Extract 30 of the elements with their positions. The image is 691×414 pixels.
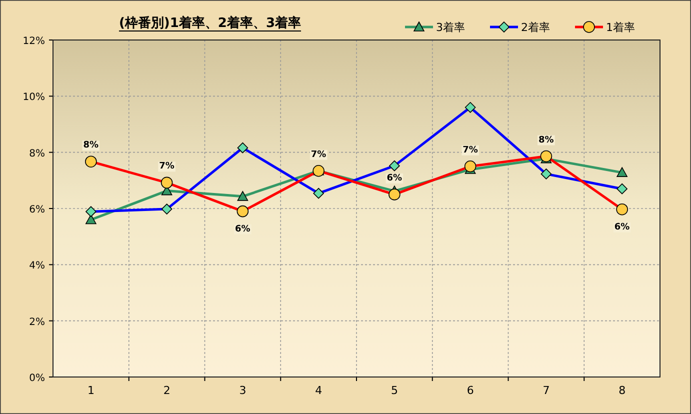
data-label: 6% (235, 224, 250, 234)
chart-title: (枠番別)1着率、2着率、3着率 (118, 15, 302, 31)
y-tick-label: 8% (29, 148, 45, 160)
data-label: 8% (83, 140, 99, 151)
x-tick-label: 1 (87, 384, 94, 397)
y-tick-label: 0% (29, 373, 45, 384)
data-label: 7% (159, 162, 174, 172)
x-tick-label: 5 (390, 384, 398, 397)
data-label: 7% (462, 145, 478, 156)
x-tick-label: 7 (542, 384, 550, 397)
y-tick-label: 10% (22, 92, 45, 104)
point (237, 191, 248, 201)
x-tick-label: 8 (618, 384, 626, 397)
x-tick-label: 6 (466, 384, 474, 397)
y-tick-label: 4% (29, 260, 45, 272)
x-tick-label: 4 (315, 384, 322, 397)
legend-label: 2着率 (521, 21, 550, 34)
data-label: 6% (386, 173, 402, 184)
y-tick-label: 6% (29, 204, 45, 216)
data-label: 6% (614, 222, 630, 232)
data-label: 8% (538, 135, 554, 146)
legend-label: 3着率 (436, 21, 465, 34)
y-tick-label: 2% (29, 316, 45, 328)
legend-label: 1着率 (606, 21, 635, 34)
point (86, 214, 96, 224)
data-label: 7% (310, 150, 326, 160)
x-tick-label: 3 (239, 384, 246, 397)
y-tick-label: 12% (22, 36, 45, 47)
point (616, 167, 628, 177)
x-tick-label: 2 (163, 384, 170, 397)
